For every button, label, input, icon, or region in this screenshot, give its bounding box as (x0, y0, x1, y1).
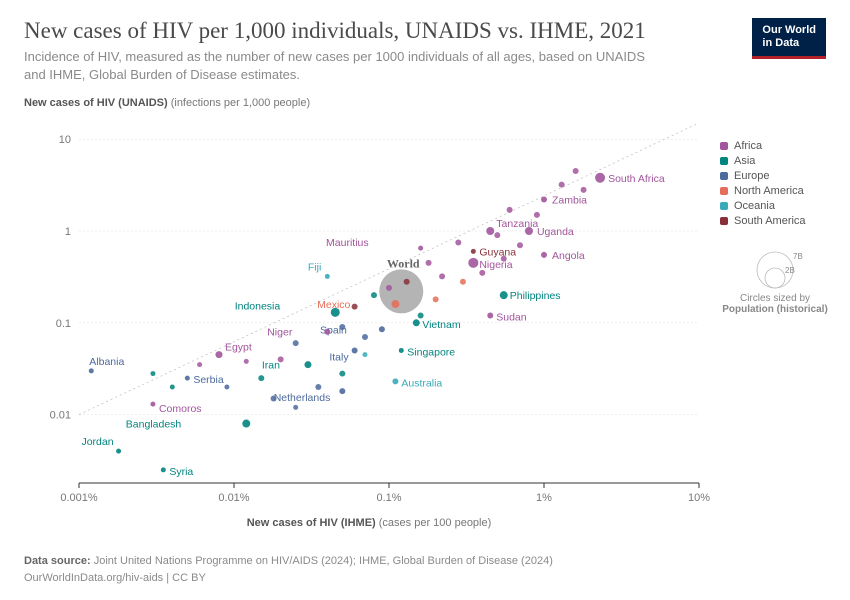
svg-text:0.001%: 0.001% (60, 492, 98, 504)
svg-text:Albania: Albania (89, 356, 124, 368)
legend-item[interactable]: Oceania (720, 200, 830, 212)
svg-text:10%: 10% (688, 492, 710, 504)
svg-text:Tanzania: Tanzania (496, 218, 538, 230)
legend-label: Africa (734, 140, 762, 152)
svg-text:Egypt: Egypt (225, 342, 252, 354)
footer-source-label: Data source: (24, 555, 91, 567)
legend: Africa Asia Europe North America Oceania Sout… (720, 140, 830, 315)
svg-text:Vietnam: Vietnam (422, 319, 461, 331)
svg-text:Uganda: Uganda (537, 226, 574, 238)
svg-text:Angola: Angola (552, 250, 585, 262)
chart-subtitle: Incidence of HIV, measured as the number… (24, 48, 664, 84)
legend-size-var: Population (historical) (720, 304, 830, 315)
svg-text:Guyana: Guyana (479, 246, 516, 258)
svg-text:Nigeria: Nigeria (479, 259, 512, 271)
svg-text:7B: 7B (793, 252, 803, 261)
svg-text:Niger: Niger (267, 327, 293, 339)
chart-footer: Data source: Joint United Nations Progra… (24, 553, 553, 586)
svg-text:Zambia: Zambia (552, 195, 587, 207)
chart-title: New cases of HIV per 1,000 individuals, … (24, 18, 826, 44)
svg-text:Bangladesh: Bangladesh (126, 419, 182, 431)
svg-text:Iran: Iran (262, 360, 280, 372)
svg-text:Mauritius: Mauritius (326, 237, 369, 249)
svg-text:World: World (387, 256, 420, 270)
svg-text:Comoros: Comoros (159, 403, 202, 415)
svg-text:Serbia: Serbia (193, 374, 224, 386)
svg-text:0.1: 0.1 (56, 318, 71, 330)
x-axis-title: New cases of HIV (IHME) (cases per 100 p… (247, 517, 492, 529)
legend-item[interactable]: Europe (720, 170, 830, 182)
svg-text:Philippines: Philippines (510, 290, 561, 302)
legend-swatch (720, 202, 728, 210)
footer-source: Joint United Nations Programme on HIV/AI… (94, 555, 553, 567)
svg-text:Australia: Australia (401, 377, 442, 389)
svg-text:Jordan: Jordan (81, 436, 113, 448)
svg-text:Netherlands: Netherlands (274, 392, 331, 404)
legend-swatch (720, 172, 728, 180)
legend-swatch (720, 157, 728, 165)
svg-text:Indonesia: Indonesia (235, 300, 281, 312)
svg-text:1%: 1% (536, 492, 552, 504)
svg-text:Sudan: Sudan (496, 312, 527, 324)
legend-swatch (720, 217, 728, 225)
y-axis-title: New cases of HIV (UNAIDS) (infections pe… (24, 97, 310, 109)
svg-text:Italy: Italy (329, 351, 349, 363)
legend-swatch (720, 142, 728, 150)
logo-line1: Our World (762, 24, 816, 36)
legend-item[interactable]: Asia (720, 155, 830, 167)
legend-swatch (720, 187, 728, 195)
legend-label: Europe (734, 170, 769, 182)
legend-item[interactable]: North America (720, 185, 830, 197)
logo-line2: in Data (762, 37, 799, 49)
legend-size-caption: Circles sized by (720, 293, 830, 304)
svg-text:Singapore: Singapore (407, 346, 455, 358)
svg-text:0.01%: 0.01% (218, 492, 249, 504)
svg-text:10: 10 (59, 134, 71, 146)
chart-area: New cases of HIV (UNAIDS) (infections pe… (24, 115, 714, 525)
legend-label: Oceania (734, 200, 775, 212)
svg-text:0.01: 0.01 (50, 410, 71, 422)
svg-text:1: 1 (65, 226, 71, 238)
svg-text:0.1%: 0.1% (376, 492, 401, 504)
svg-text:South Africa: South Africa (608, 173, 665, 185)
svg-text:Fiji: Fiji (308, 261, 321, 273)
svg-text:2B: 2B (785, 266, 795, 275)
svg-text:Syria: Syria (169, 466, 193, 478)
legend-label: North America (734, 185, 804, 197)
svg-text:Spain: Spain (320, 324, 347, 336)
scatter-plot: 0.01 0.1 1 10 0.001% 0.01% 0.1% 1% 10% World South… (24, 115, 714, 505)
legend-size: 7B 2B Circles sized by Population (histo… (720, 245, 830, 315)
owid-logo: Our World in Data (752, 18, 826, 59)
chart-header: New cases of HIV per 1,000 individuals, … (0, 0, 850, 92)
legend-label: South America (734, 215, 806, 227)
footer-license: CC BY (172, 572, 206, 584)
legend-item[interactable]: South America (720, 215, 830, 227)
legend-label: Asia (734, 155, 755, 167)
footer-url: OurWorldInData.org/hiv-aids (24, 572, 163, 584)
legend-item[interactable]: Africa (720, 140, 830, 152)
